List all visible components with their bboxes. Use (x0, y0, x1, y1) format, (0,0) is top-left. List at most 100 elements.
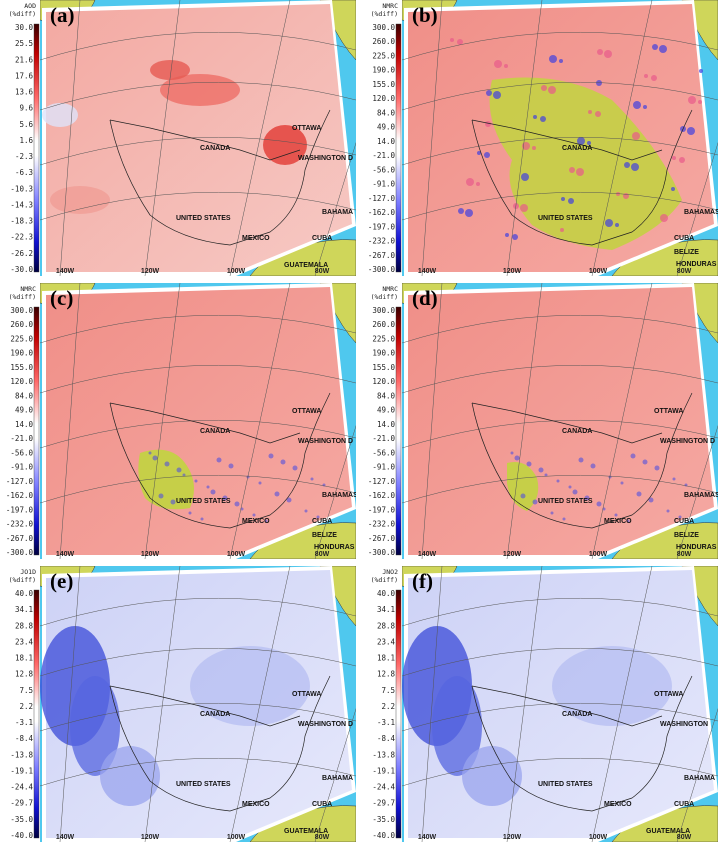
speckle (280, 459, 286, 465)
meridian (59, 0, 81, 276)
parallel (39, 703, 356, 732)
colorbar-tick-label: -127.0 (368, 477, 396, 486)
colorbar-tick-label: -91.0 (372, 463, 395, 472)
colorbar-tick-label: -300.0 (6, 548, 34, 557)
speckle (540, 116, 546, 122)
speckle (465, 209, 473, 217)
longitude-label: 140W (56, 551, 75, 558)
speckle (595, 111, 601, 117)
colorbar-title: (%diff) (9, 293, 36, 301)
domain (46, 287, 352, 555)
colorbar-tick-label: 49.0 (15, 406, 34, 415)
speckle (541, 85, 547, 91)
coast (109, 675, 331, 812)
colorbar (395, 306, 402, 556)
colorbar-tick-label: 21.6 (15, 55, 34, 64)
place-label: UNITED STATES (176, 498, 231, 505)
speckle (624, 162, 630, 168)
speckle (505, 233, 509, 237)
meridian (421, 0, 443, 276)
parallel (39, 137, 356, 166)
colorbar-title: (%diff) (371, 576, 398, 584)
speckle (188, 511, 192, 515)
colorbar-tick-label: 225.0 (372, 51, 395, 60)
speckle (286, 497, 292, 503)
place-label: CANADA (200, 711, 230, 718)
colorbar-tick-label: -267.0 (368, 534, 396, 543)
speckle (631, 163, 639, 171)
colorbar-tick-label: 34.1 (377, 605, 395, 614)
parallel (401, 758, 718, 787)
colorbar-tick-label: -162.0 (6, 491, 34, 500)
longitude-label: 80W (677, 834, 692, 841)
field-patch (190, 646, 310, 726)
colorbar-bg (362, 566, 402, 842)
longitude-label: 100W (589, 268, 608, 275)
speckle (632, 132, 640, 140)
parallel (39, 32, 356, 61)
speckle (584, 495, 590, 501)
colorbar-tick-label: -21.0 (10, 434, 33, 443)
meridian (229, 566, 291, 842)
colorbar-tick-label: -267.0 (368, 251, 396, 260)
colorbar-tick-label: -3.1 (15, 718, 33, 727)
speckle (666, 509, 670, 513)
speckle (548, 86, 556, 94)
colorbar-tick-label: 190.0 (372, 349, 395, 358)
colorbar-tick-label: 40.0 (377, 589, 396, 598)
colorbar-tick-label: 300.0 (10, 306, 33, 315)
place-label: BAHAMA (322, 775, 353, 782)
parallel (39, 315, 356, 344)
colorbar-tick-label: 12.8 (15, 670, 34, 679)
place-label: CANADA (562, 428, 592, 435)
colorbar-tick-label: -91.0 (372, 180, 395, 189)
colorbar-tick-label: -127.0 (368, 194, 396, 203)
colorbar-tick-label: 28.8 (377, 621, 396, 630)
speckle (556, 479, 560, 483)
domain (408, 287, 714, 555)
place-label: WASHINGTON D (298, 438, 353, 445)
place-label: CANADA (562, 711, 592, 718)
place-label: OTTAWA (292, 408, 321, 415)
speckle (476, 182, 480, 186)
speckle (274, 491, 280, 497)
colorbar-tick-label: 120.0 (10, 377, 33, 386)
place-label: CUBA (674, 801, 694, 808)
colorbar-bg (0, 566, 40, 842)
colorbar-tick-label: -56.0 (372, 448, 395, 457)
coast (471, 675, 693, 812)
border (471, 119, 663, 161)
speckle (268, 453, 274, 459)
meridian (144, 566, 181, 842)
speckle (504, 64, 508, 68)
speckle (587, 141, 591, 145)
place-label: WASHINGTON D (298, 155, 353, 162)
place-label: MEXICO (242, 235, 270, 242)
colorbar-tick-label: 260.0 (372, 320, 395, 329)
speckle (520, 493, 526, 499)
speckle (544, 473, 548, 477)
colorbar-tick-label: -13.8 (10, 750, 33, 759)
colorbar-tick-label: 34.1 (15, 605, 33, 614)
map: NMRC(%diff) 300.0 260.0 225.0 190.0 155.0 120.… (0, 283, 356, 559)
speckle (304, 509, 308, 513)
speckle (210, 489, 216, 495)
speckle (615, 223, 619, 227)
longitude-label: 100W (227, 268, 246, 275)
colorbar-tick-label: 23.4 (15, 637, 34, 646)
longitude-label: 100W (227, 834, 246, 841)
place-label: OTTAWA (292, 125, 321, 132)
place-label: MEXICO (242, 801, 270, 808)
parallel (401, 365, 718, 394)
field-patch (42, 103, 78, 127)
colorbar-tick-label: -30.0 (10, 265, 33, 274)
parallel (401, 703, 718, 732)
field-patch (70, 676, 120, 776)
colorbar-tick-label: -162.0 (368, 491, 396, 500)
speckle (605, 219, 613, 227)
colorbar-tick-label: 17.6 (15, 71, 34, 80)
colorbar-tick-label: 7.5 (19, 686, 33, 695)
place-label: GUATEMALA (284, 262, 328, 269)
colorbar-tick-label: -35.0 (372, 815, 395, 824)
